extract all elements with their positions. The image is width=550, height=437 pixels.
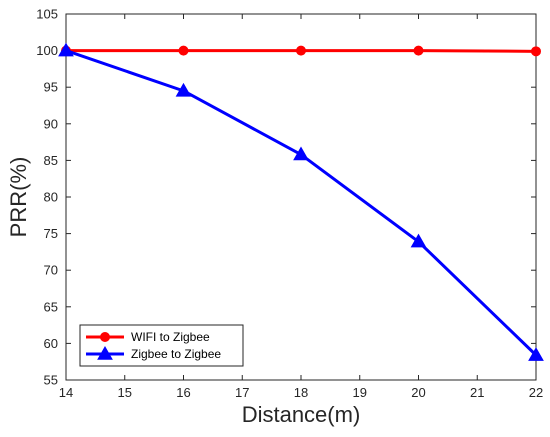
y-tick-label: 100 bbox=[36, 43, 58, 58]
y-tick-label: 90 bbox=[44, 116, 58, 131]
y-tick-label: 105 bbox=[36, 7, 58, 22]
y-tick-label: 75 bbox=[44, 226, 58, 241]
y-tick-label: 70 bbox=[44, 263, 58, 278]
y-axis-label: PRR(%) bbox=[6, 157, 31, 238]
series-group bbox=[58, 42, 544, 361]
x-tick-label: 22 bbox=[529, 385, 543, 400]
series-line bbox=[65, 49, 538, 357]
legend-entry: Zigbee to Zigbee bbox=[86, 345, 221, 361]
series-2 bbox=[58, 42, 544, 361]
legend-label: WIFI to Zigbee bbox=[131, 330, 210, 344]
data-point bbox=[296, 45, 306, 56]
data-point bbox=[293, 146, 309, 161]
legend-marker bbox=[100, 332, 110, 342]
y-tick-label: 55 bbox=[44, 373, 58, 388]
x-tick-label: 21 bbox=[470, 385, 484, 400]
y-tick-label: 80 bbox=[44, 190, 58, 205]
legend-label: Zigbee to Zigbee bbox=[131, 347, 221, 361]
data-point bbox=[528, 347, 544, 361]
data-point bbox=[413, 45, 424, 56]
x-tick-label: 14 bbox=[59, 385, 73, 400]
x-tick-label: 18 bbox=[294, 385, 308, 400]
data-point bbox=[178, 45, 189, 56]
y-tick-label: 95 bbox=[44, 80, 58, 95]
data-point bbox=[531, 46, 541, 57]
series-1 bbox=[61, 45, 541, 57]
legend: WIFI to Zigbee Zigbee to Zigbee bbox=[79, 324, 244, 367]
x-tick-label: 20 bbox=[411, 385, 425, 400]
y-tick-label: 85 bbox=[44, 153, 58, 168]
x-tick-label: 15 bbox=[118, 385, 132, 400]
legend-entries: WIFI to Zigbee Zigbee to Zigbee bbox=[86, 330, 221, 361]
y-tick-label: 60 bbox=[44, 336, 58, 351]
x-tick-label: 16 bbox=[176, 385, 190, 400]
x-tick-label: 19 bbox=[353, 385, 367, 400]
y-tick-label: 65 bbox=[44, 299, 58, 314]
data-point bbox=[410, 233, 427, 248]
x-tick-label: 17 bbox=[235, 385, 249, 400]
axis-ticks: 14 15 16 17 18 19 20 21 22 55 60 65 70 75 80 85 90 95 100 1… bbox=[36, 7, 543, 401]
legend-entry: WIFI to Zigbee bbox=[86, 330, 210, 344]
x-axis-label: Distance(m) bbox=[242, 402, 361, 427]
data-point bbox=[58, 42, 74, 57]
data-point bbox=[175, 82, 192, 97]
legend-marker bbox=[97, 345, 113, 360]
